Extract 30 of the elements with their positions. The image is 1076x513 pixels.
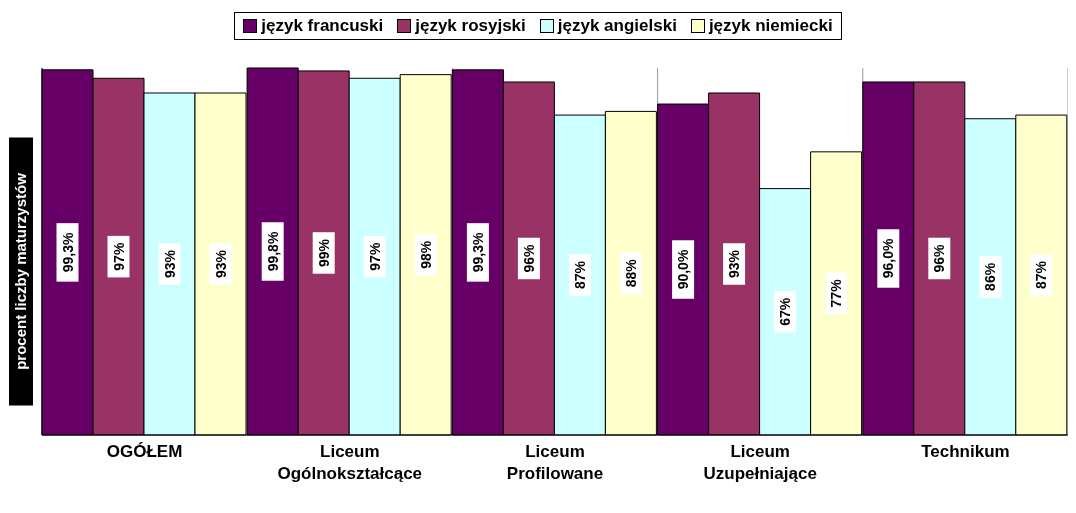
data-label: 96% — [520, 243, 537, 273]
data-label: 87% — [1033, 260, 1050, 290]
x-tick-label: Liceum Uzupełniające — [703, 442, 817, 483]
data-label: 93% — [212, 249, 229, 279]
x-tick-label: Technikum — [921, 442, 1010, 461]
legend-label: język angielski — [556, 16, 677, 36]
data-label: 87% — [571, 260, 588, 290]
data-label: 86% — [982, 262, 999, 291]
data-label: 77% — [828, 278, 845, 308]
data-label: 97% — [110, 242, 127, 271]
data-label: 93% — [726, 249, 743, 279]
data-label: 90,0% — [675, 249, 692, 290]
legend-label: język rosyjski — [414, 16, 526, 36]
data-label: 93% — [161, 249, 178, 279]
legend-label: język francuski — [260, 16, 384, 36]
legend-label: język niemiecki — [707, 16, 833, 36]
x-tick-label: Liceum Profilowane — [506, 442, 604, 483]
data-label: 99,3% — [469, 232, 486, 273]
data-label: 96,0% — [880, 238, 897, 279]
x-tick-label: Liceum Ogólnokształcące — [277, 442, 423, 483]
data-label: 99,3% — [59, 232, 76, 273]
data-label: 98% — [417, 240, 434, 269]
y-axis-title: procent liczby maturzystów — [12, 172, 29, 370]
data-label: 96% — [931, 243, 948, 273]
data-label: 99,8% — [264, 231, 281, 272]
data-label: 97% — [366, 242, 383, 271]
x-tick-label: OGÓŁEM — [106, 442, 183, 461]
data-label: 67% — [777, 297, 794, 326]
data-label: 99% — [315, 238, 332, 267]
data-label: 88% — [622, 258, 639, 288]
